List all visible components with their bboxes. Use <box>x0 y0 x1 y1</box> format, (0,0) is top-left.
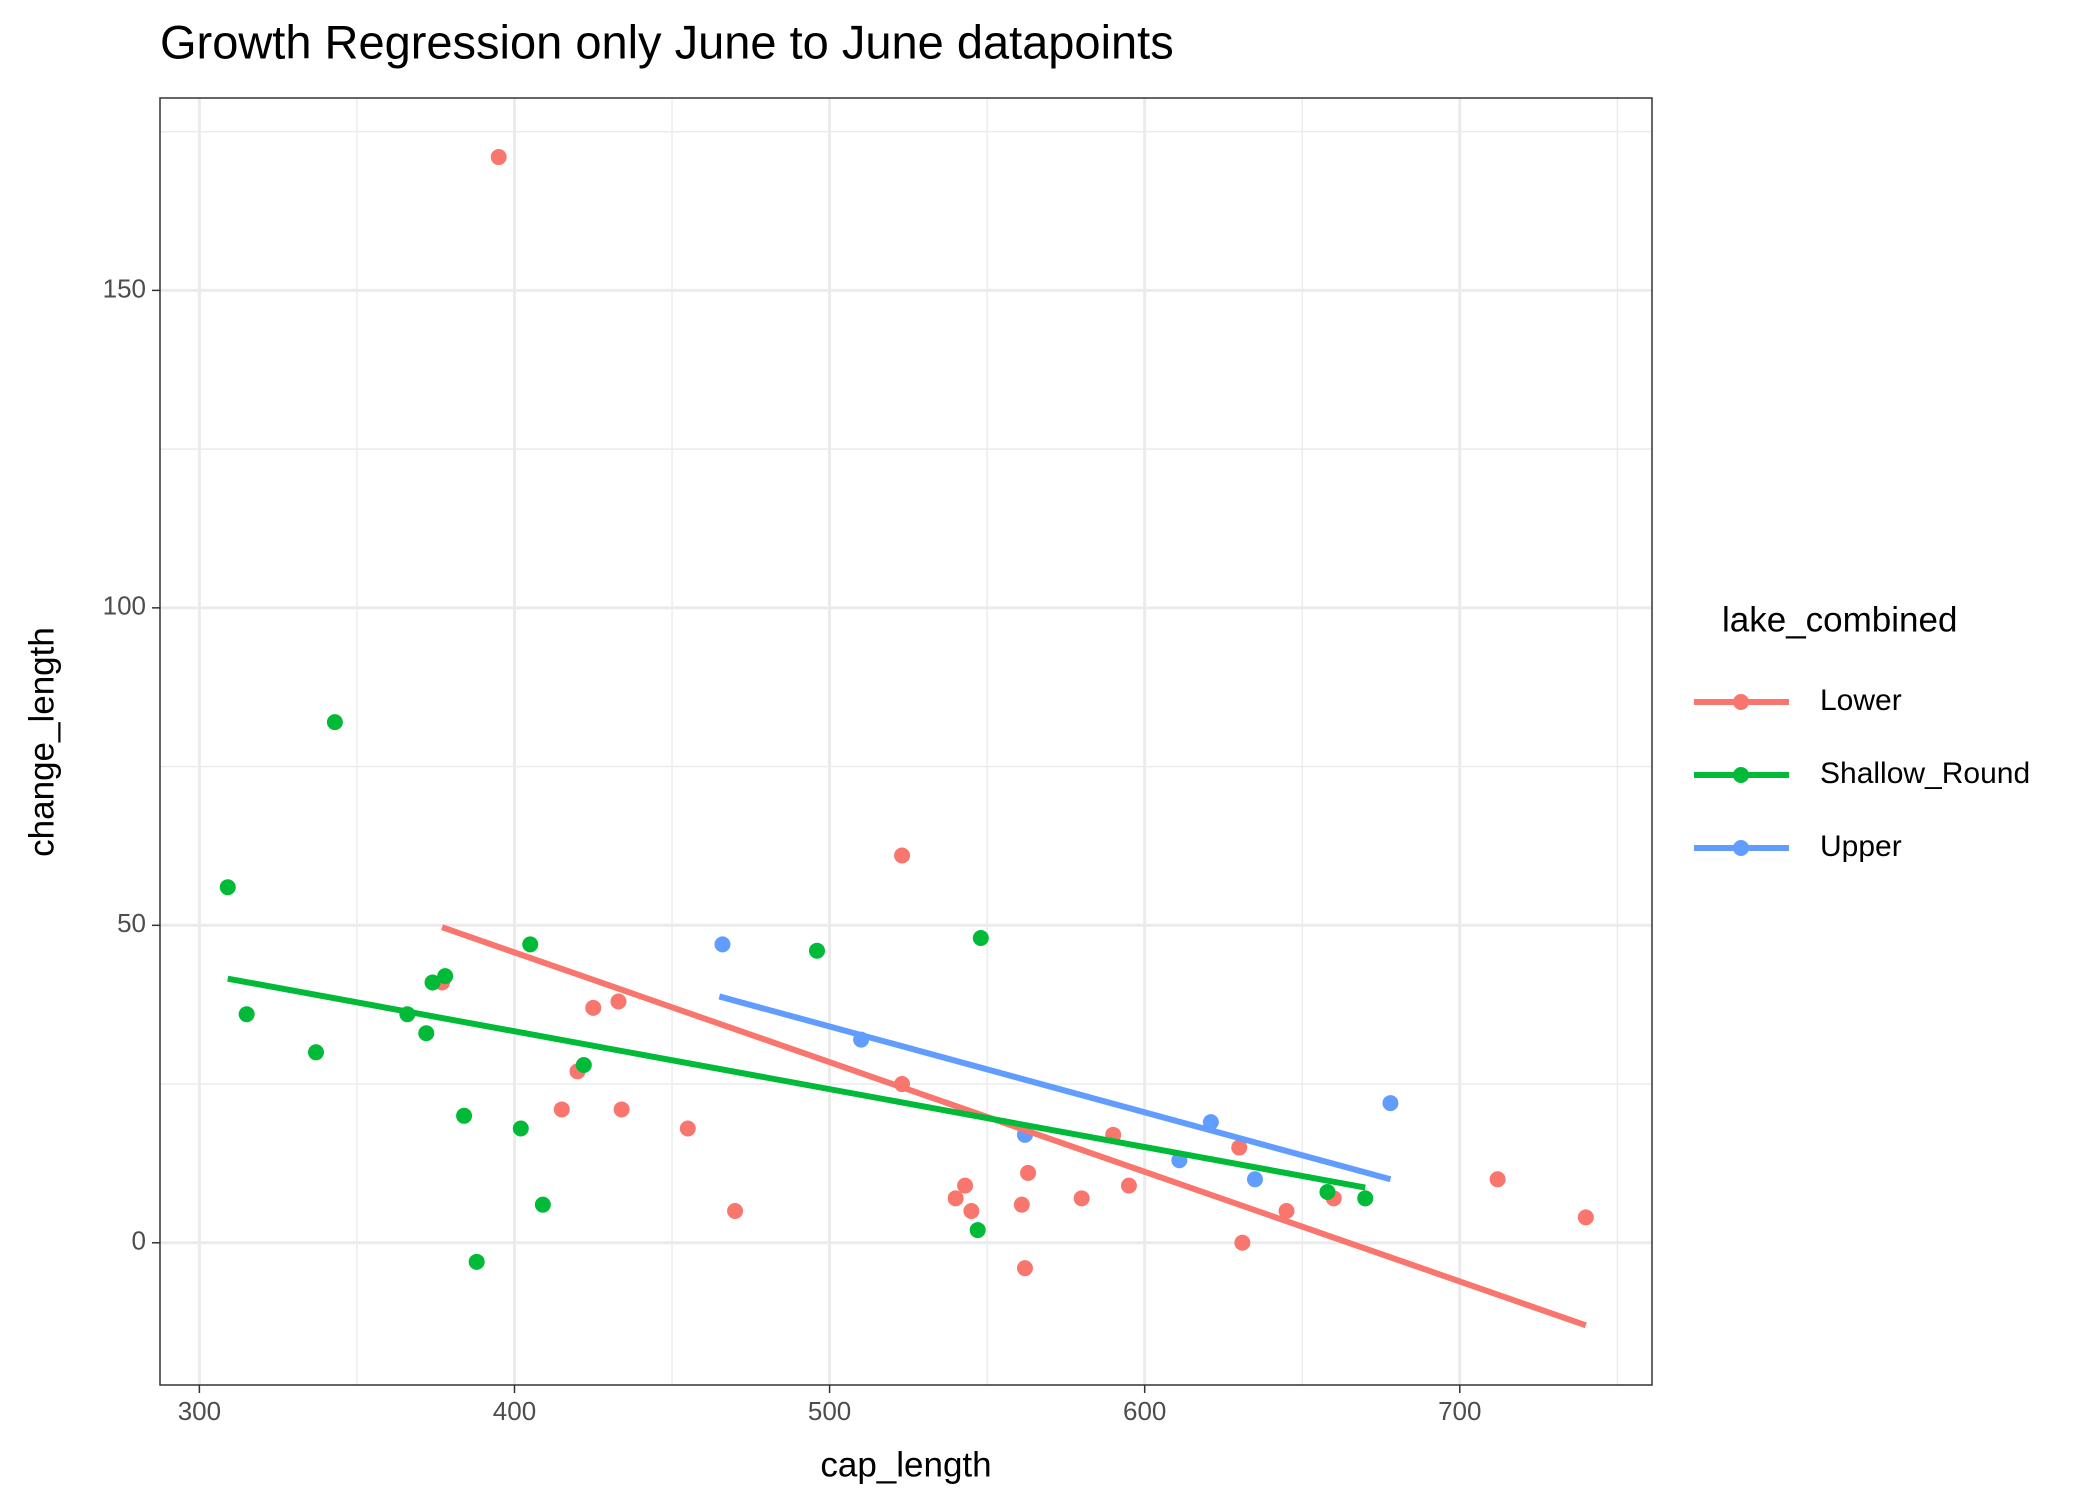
point <box>424 974 441 991</box>
point <box>437 968 454 985</box>
x-axis-label: cap_length <box>820 1445 991 1484</box>
point <box>957 1177 974 1194</box>
legend-title: lake_combined <box>1722 600 1957 639</box>
point <box>1073 1190 1090 1207</box>
point <box>727 1203 744 1220</box>
point <box>585 999 602 1016</box>
regression-line <box>718 993 1392 1183</box>
legend-key-point <box>1733 767 1749 783</box>
point <box>1319 1183 1336 1200</box>
y-tick-label: 100 <box>103 591 146 621</box>
point <box>456 1107 473 1124</box>
point <box>512 1120 529 1137</box>
point <box>947 1190 964 1207</box>
point <box>1016 1260 1033 1277</box>
y-tick-label: 50 <box>117 908 146 938</box>
y-axis-label: change_length <box>22 627 61 857</box>
point <box>1278 1203 1295 1220</box>
x-tick-label: 300 <box>178 1396 221 1426</box>
point <box>238 1006 255 1023</box>
point <box>1489 1171 1506 1188</box>
point <box>219 879 236 896</box>
point <box>1577 1209 1594 1226</box>
legend-label: Upper <box>1820 830 1902 863</box>
plot-border <box>159 97 1653 1386</box>
point <box>490 149 507 166</box>
point <box>1246 1171 1263 1188</box>
regression-line <box>227 975 1366 1191</box>
legend-label: Lower <box>1820 684 1902 717</box>
point <box>307 1044 324 1061</box>
point <box>1382 1095 1399 1112</box>
point <box>1357 1190 1374 1207</box>
point <box>522 936 539 953</box>
point <box>534 1196 551 1213</box>
point <box>1120 1177 1137 1194</box>
point <box>1202 1114 1219 1131</box>
y-tick-label: 0 <box>132 1226 146 1256</box>
chart-title: Growth Regression only June to June data… <box>160 15 1174 68</box>
point <box>963 1203 980 1220</box>
point <box>575 1056 592 1073</box>
point <box>418 1025 435 1042</box>
point <box>894 847 911 864</box>
point <box>808 942 825 959</box>
point <box>610 993 627 1010</box>
legend-key-point <box>1733 694 1749 710</box>
x-tick-label: 700 <box>1438 1396 1481 1426</box>
x-tick-label: 600 <box>1123 1396 1166 1426</box>
legend-label: Shallow_Round <box>1820 757 2030 790</box>
point <box>969 1222 986 1239</box>
point <box>1231 1139 1248 1156</box>
point <box>714 936 731 953</box>
x-tick-label: 400 <box>493 1396 536 1426</box>
point <box>679 1120 696 1137</box>
point <box>1234 1234 1251 1251</box>
point <box>326 714 343 731</box>
x-tick-label: 500 <box>808 1396 851 1426</box>
y-tick-label: 150 <box>103 273 146 303</box>
point <box>553 1101 570 1118</box>
point <box>1020 1164 1037 1181</box>
point <box>972 930 989 947</box>
point <box>1013 1196 1030 1213</box>
legend-key-point <box>1733 840 1749 856</box>
point <box>468 1253 485 1270</box>
point <box>613 1101 630 1118</box>
regression-line <box>441 924 1587 1329</box>
